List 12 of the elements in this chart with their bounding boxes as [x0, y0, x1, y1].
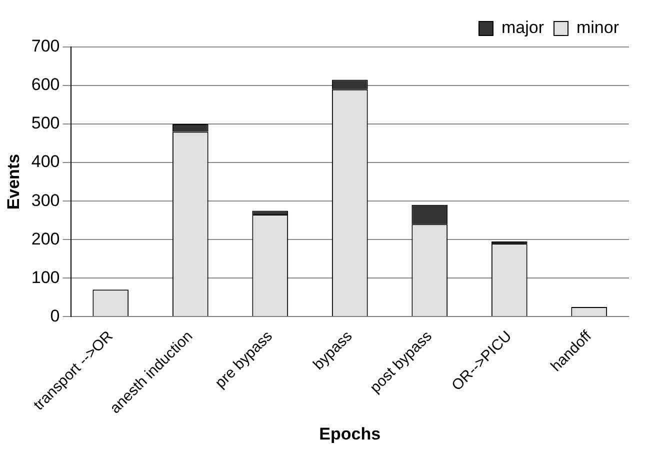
y-tick-label: 400: [31, 152, 60, 172]
y-axis-title: Events: [4, 154, 23, 210]
y-tick-label: 700: [31, 36, 60, 56]
legend-label: minor: [576, 18, 620, 38]
y-tick-label: 100: [31, 268, 60, 287]
y-tick-label: 200: [31, 229, 60, 248]
x-axis-title: Epochs: [319, 424, 381, 444]
y-tick-label: 600: [31, 75, 60, 94]
y-tick-label: 300: [31, 190, 60, 210]
y-tick-label: 0: [50, 306, 60, 326]
legend-label: major: [501, 18, 544, 38]
y-tick-label: 500: [31, 114, 60, 133]
